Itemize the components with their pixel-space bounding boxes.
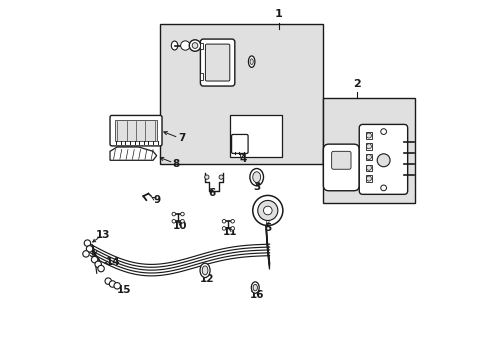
Text: 14: 14 xyxy=(106,257,121,267)
Circle shape xyxy=(180,220,184,223)
Bar xyxy=(365,154,371,160)
Circle shape xyxy=(180,41,190,50)
Circle shape xyxy=(222,226,225,230)
Text: 16: 16 xyxy=(249,290,264,300)
Bar xyxy=(115,120,157,141)
Text: 9: 9 xyxy=(153,195,160,206)
Circle shape xyxy=(95,261,101,267)
Text: 6: 6 xyxy=(208,188,215,198)
Ellipse shape xyxy=(249,168,263,186)
Polygon shape xyxy=(110,147,156,160)
Bar xyxy=(323,98,414,203)
Circle shape xyxy=(366,144,371,149)
Bar xyxy=(230,116,282,157)
Circle shape xyxy=(91,256,98,263)
Circle shape xyxy=(180,212,184,216)
Circle shape xyxy=(192,42,198,48)
Ellipse shape xyxy=(171,41,178,50)
Circle shape xyxy=(98,265,104,272)
Ellipse shape xyxy=(252,172,260,183)
Bar xyxy=(365,175,371,182)
FancyBboxPatch shape xyxy=(110,116,162,146)
FancyBboxPatch shape xyxy=(205,44,229,81)
Bar xyxy=(365,132,371,139)
Circle shape xyxy=(230,226,234,230)
Ellipse shape xyxy=(251,282,259,293)
Text: 12: 12 xyxy=(199,274,214,284)
Circle shape xyxy=(109,281,116,287)
Circle shape xyxy=(257,201,277,221)
Text: 7: 7 xyxy=(178,133,185,143)
Circle shape xyxy=(204,175,208,179)
FancyBboxPatch shape xyxy=(200,39,234,86)
Circle shape xyxy=(380,129,386,134)
Text: 10: 10 xyxy=(172,221,187,231)
Circle shape xyxy=(82,251,89,257)
Ellipse shape xyxy=(249,59,253,64)
Text: 2: 2 xyxy=(353,78,361,89)
Circle shape xyxy=(366,154,371,159)
Ellipse shape xyxy=(202,266,207,275)
Bar xyxy=(199,73,203,80)
Circle shape xyxy=(172,212,175,216)
Ellipse shape xyxy=(253,284,257,291)
Text: 8: 8 xyxy=(172,159,180,169)
Ellipse shape xyxy=(200,263,210,278)
Text: 5: 5 xyxy=(264,224,271,233)
Circle shape xyxy=(182,42,188,48)
Circle shape xyxy=(376,154,389,167)
Circle shape xyxy=(366,176,371,181)
Circle shape xyxy=(86,246,93,252)
Circle shape xyxy=(366,165,371,170)
Circle shape xyxy=(189,40,201,51)
Circle shape xyxy=(84,240,90,246)
Bar xyxy=(365,143,371,149)
Circle shape xyxy=(222,220,225,223)
Circle shape xyxy=(114,283,120,289)
FancyBboxPatch shape xyxy=(231,134,247,153)
Circle shape xyxy=(252,195,282,226)
FancyBboxPatch shape xyxy=(323,144,359,191)
Bar xyxy=(365,165,371,171)
Circle shape xyxy=(105,278,111,284)
Bar xyxy=(199,42,203,49)
Ellipse shape xyxy=(248,56,254,67)
Circle shape xyxy=(230,220,234,223)
Text: 15: 15 xyxy=(117,285,131,295)
Polygon shape xyxy=(204,173,223,191)
Text: 13: 13 xyxy=(95,230,110,240)
Circle shape xyxy=(263,206,271,215)
Text: 1: 1 xyxy=(274,9,282,19)
Text: 3: 3 xyxy=(253,182,260,192)
Bar xyxy=(160,24,323,164)
Text: 4: 4 xyxy=(239,154,246,164)
FancyBboxPatch shape xyxy=(331,151,350,169)
FancyBboxPatch shape xyxy=(359,125,407,194)
Circle shape xyxy=(219,175,223,179)
Text: 11: 11 xyxy=(223,227,237,237)
Circle shape xyxy=(172,220,175,223)
Circle shape xyxy=(380,185,386,191)
Circle shape xyxy=(366,133,371,138)
